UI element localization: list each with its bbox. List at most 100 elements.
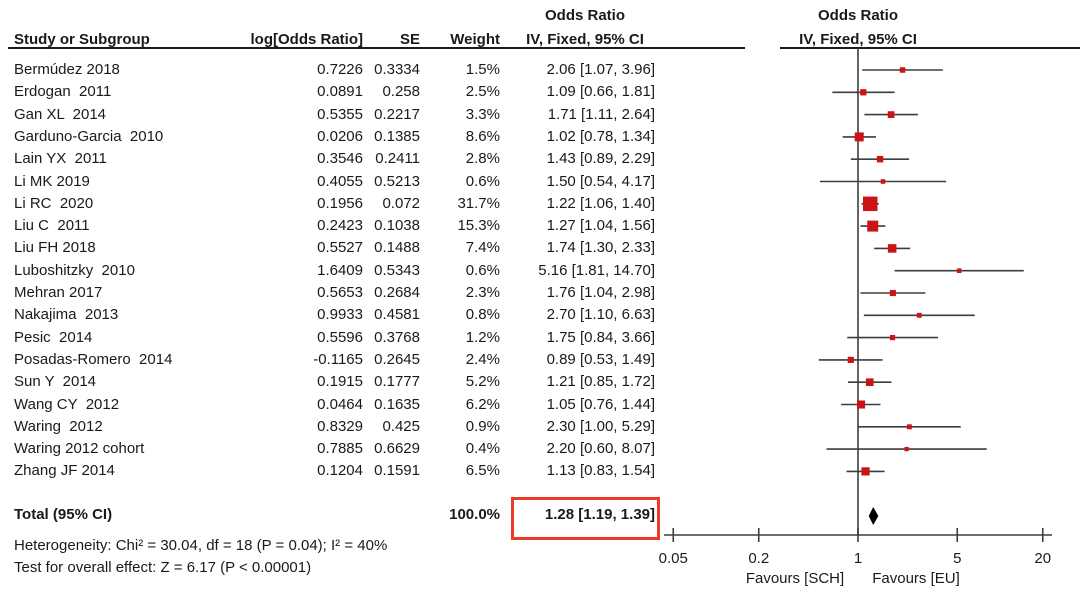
x-tick-label: 0.2 <box>748 550 769 567</box>
weight-value: 2.8% <box>465 150 500 168</box>
se-value: 0.1777 <box>374 373 420 391</box>
se-value: 0.2684 <box>374 284 420 301</box>
x-tick-label: 20 <box>1034 550 1051 567</box>
log-or-value: 0.3546 <box>317 150 363 168</box>
ci-value: 2.06 [1.07, 3.96] <box>546 61 655 78</box>
se-value: 0.1635 <box>374 395 420 413</box>
ci-value: 2.30 [1.00, 5.29] <box>546 417 655 435</box>
weight-value: 1.5% <box>465 61 500 78</box>
log-or-value: 0.5527 <box>317 239 363 257</box>
log-or-value: 0.5596 <box>317 328 363 346</box>
ci-value: 0.89 [0.53, 1.49] <box>546 350 655 368</box>
weight-value: 0.8% <box>465 306 500 324</box>
ci-value: 1.50 [0.54, 4.17] <box>546 172 655 190</box>
header-study: Study or Subgroup <box>14 31 150 48</box>
study-name: Garduno-Garcia 2010 <box>14 127 164 145</box>
se-value: 0.3768 <box>374 328 420 346</box>
effect-square <box>906 424 912 430</box>
log-or-value: 0.0891 <box>317 83 363 101</box>
study-name: Sun Y 2014 <box>14 373 97 391</box>
weight-value: 1.2% <box>465 328 500 346</box>
favours-right-label: Favours [EU] <box>872 570 960 587</box>
weight-value: 0.6% <box>465 261 500 279</box>
se-value: 0.1385 <box>374 127 420 145</box>
log-or-value: 0.8329 <box>317 417 363 435</box>
log-or-value: 0.9933 <box>317 306 363 324</box>
effect-square <box>916 312 922 318</box>
x-tick-label: 1 <box>854 550 862 567</box>
weight-value: 15.3% <box>457 217 500 235</box>
log-or-value: 0.1915 <box>317 373 363 391</box>
weight-value: 2.3% <box>465 284 500 301</box>
ci-value: 1.02 [0.78, 1.34] <box>546 127 655 145</box>
effect-square <box>899 67 906 73</box>
effect-square <box>865 378 874 387</box>
se-value: 0.425 <box>382 417 420 435</box>
log-or-value: 0.2423 <box>317 217 363 235</box>
se-value: 0.2645 <box>374 350 420 368</box>
ci-value: 1.27 [1.04, 1.56] <box>546 217 655 235</box>
log-or-value: 1.6409 <box>317 261 363 279</box>
study-name: Lain YX 2011 <box>14 150 107 168</box>
effect-square <box>867 220 879 232</box>
study-name: Li RC 2020 <box>14 194 94 212</box>
se-value: 0.3334 <box>374 61 420 78</box>
ci-value: 1.05 [0.76, 1.44] <box>546 395 655 413</box>
se-value: 0.4581 <box>374 306 420 324</box>
effect-square <box>876 155 884 163</box>
weight-value: 6.2% <box>465 395 500 413</box>
effect-square <box>860 89 867 96</box>
ci-value: 1.21 [0.85, 1.72] <box>546 373 655 391</box>
effect-square <box>880 179 886 184</box>
header-weight: Weight <box>450 31 500 48</box>
effect-square <box>887 111 895 118</box>
ci-value: 1.09 [0.66, 1.81] <box>546 83 655 101</box>
weight-value: 2.5% <box>465 83 500 101</box>
study-name: Li MK 2019 <box>14 172 90 190</box>
header-se: SE <box>399 31 420 48</box>
log-or-value: 0.0206 <box>317 127 363 145</box>
weight-value: 8.6% <box>465 127 500 145</box>
effect-square <box>887 244 897 253</box>
effect-square <box>861 467 870 476</box>
study-name: Erdogan 2011 <box>14 83 112 101</box>
study-name: Luboshitzky 2010 <box>14 261 135 279</box>
log-or-value: 0.1956 <box>317 194 363 212</box>
ci-value: 1.43 [0.89, 2.29] <box>546 150 655 168</box>
study-name: Waring 2012 cohort <box>14 440 145 458</box>
weight-value: 0.6% <box>465 172 500 190</box>
se-value: 0.5213 <box>374 172 420 190</box>
weight-value: 5.2% <box>465 373 500 391</box>
weight-value: 6.5% <box>465 462 500 480</box>
plot-header-method: IV, Fixed, 95% CI <box>799 31 917 48</box>
ci-value: 1.71 [1.11, 2.64] <box>547 105 655 123</box>
effect-square <box>956 268 962 273</box>
effect-square <box>856 400 866 409</box>
x-tick-label: 5 <box>953 550 961 567</box>
study-name: Gan XL 2014 <box>14 105 107 123</box>
weight-value: 7.4% <box>465 239 500 257</box>
ci-value: 1.75 [0.84, 3.66] <box>546 328 655 346</box>
log-or-value: 0.5355 <box>317 105 363 123</box>
se-value: 0.2217 <box>374 105 420 123</box>
x-tick-label: 0.05 <box>659 550 688 567</box>
study-name: Bermúdez 2018 <box>14 61 120 78</box>
weight-value: 0.9% <box>465 417 500 435</box>
ci-value: 2.20 [0.60, 8.07] <box>546 440 655 458</box>
ci-value: 5.16 [1.81, 14.70] <box>538 261 655 279</box>
weight-value: 3.3% <box>465 105 500 123</box>
se-value: 0.1591 <box>374 462 420 480</box>
log-or-value: -0.1165 <box>313 350 363 368</box>
ci-value: 1.74 [1.30, 2.33] <box>546 239 655 257</box>
study-name: Waring 2012 <box>14 417 103 435</box>
effect-square <box>863 196 878 212</box>
study-name: Pesic 2014 <box>14 328 93 346</box>
ci-value: 1.76 [1.04, 2.98] <box>546 284 655 301</box>
table-header-rule <box>8 47 745 49</box>
effect-square <box>889 334 896 341</box>
se-value: 0.5343 <box>374 261 420 279</box>
log-or-value: 0.4055 <box>317 172 363 190</box>
study-name: Posadas-Romero 2014 <box>14 350 173 368</box>
weight-value: 31.7% <box>457 194 500 212</box>
